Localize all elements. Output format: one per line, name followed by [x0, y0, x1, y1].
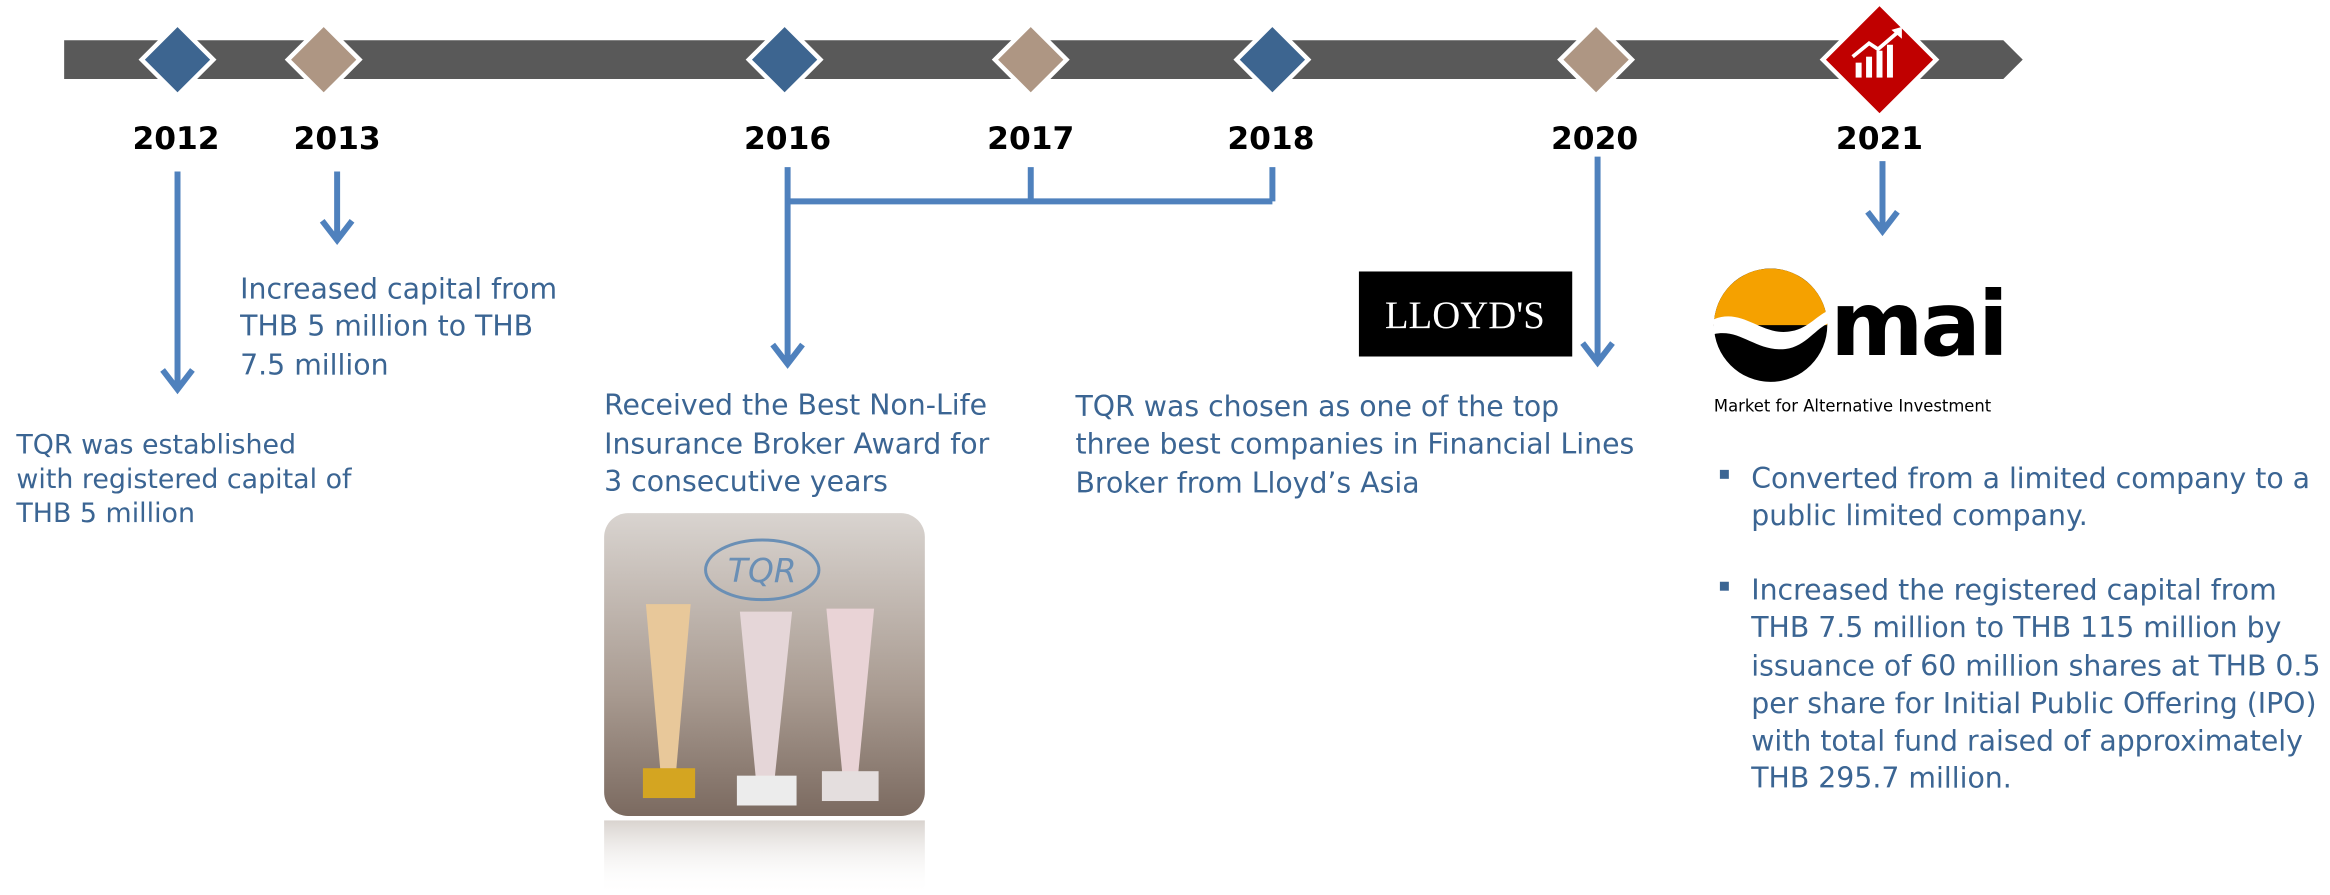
line: with total fund raised of approximately	[1751, 724, 2303, 757]
year: 2013	[294, 121, 381, 157]
line: TQR was established	[15, 429, 296, 460]
arrow	[773, 167, 803, 364]
line: per share for Initial Public Offering (I…	[1751, 687, 2316, 720]
line: public limited company.	[1751, 499, 2088, 532]
line: with registered capital of	[16, 464, 352, 495]
description: Received the Best Non-Life Insurance Bro…	[604, 389, 998, 498]
line: Increased the registered capital from	[1751, 574, 2276, 607]
line: Converted from a limited company to a	[1751, 462, 2310, 495]
bullet-text: Increased the registered capital from TH…	[1750, 574, 2329, 795]
mai-subtitle: Market for Alternative Investment	[1714, 397, 1992, 416]
line: THB 5 million	[15, 498, 195, 529]
arrow	[163, 172, 193, 390]
line: Insurance Broker Award for	[604, 427, 989, 460]
year: 2012	[132, 121, 219, 157]
line: THB 295.7 million.	[1750, 762, 2012, 795]
year: 2021	[1836, 121, 1923, 157]
bracket	[788, 167, 1273, 201]
line: THB 5 million to THB	[239, 310, 533, 343]
bullet-text: Converted from a limited company to a pu…	[1751, 462, 2319, 532]
description: TQR was established with registered capi…	[15, 429, 360, 529]
diamond	[1560, 24, 1632, 96]
year: 2018	[1227, 121, 1314, 157]
mai-logo: mai Market for Alternative Investment	[1714, 269, 2006, 416]
lloyds-text: LLOYD'S	[1385, 294, 1545, 337]
year: 2016	[744, 121, 831, 157]
bullet	[1720, 470, 1729, 479]
diamond	[995, 24, 1067, 96]
diamond	[142, 24, 214, 96]
line: 7.5 million	[240, 348, 388, 381]
description: Increased capital from THB 5 million to …	[239, 272, 566, 381]
year: 2020	[1551, 121, 1638, 157]
bullet	[1720, 582, 1729, 591]
arrow	[322, 172, 352, 241]
arrow	[1868, 161, 1898, 231]
line: 3 consecutive years	[604, 465, 888, 498]
description: TQR was chosen as one of the top three b…	[1075, 390, 1644, 499]
year: 2017	[987, 121, 1074, 157]
line: issuance of 60 million shares at THB 0.5	[1751, 650, 2320, 683]
diamond	[288, 24, 360, 96]
photo-text: TQR	[728, 552, 797, 590]
line: three best companies in Financial Lines	[1076, 427, 1635, 460]
diamond	[749, 24, 821, 96]
line: THB 7.5 million to THB 115 million by	[1750, 611, 2281, 644]
line: Received the Best Non-Life	[604, 389, 987, 422]
arrow	[1583, 157, 1613, 363]
timeline-diagram: 2012 2013 2016 2017 2018 2020 2021 TQR w…	[0, 0, 2330, 895]
diamond	[1237, 24, 1309, 96]
mai-text: mai	[1830, 273, 2005, 377]
award-photo: TQR	[604, 513, 925, 895]
line: TQR was chosen as one of the top	[1075, 390, 1560, 423]
line: Broker from Lloyd’s Asia	[1076, 466, 1420, 499]
line: Increased capital from	[240, 272, 557, 305]
